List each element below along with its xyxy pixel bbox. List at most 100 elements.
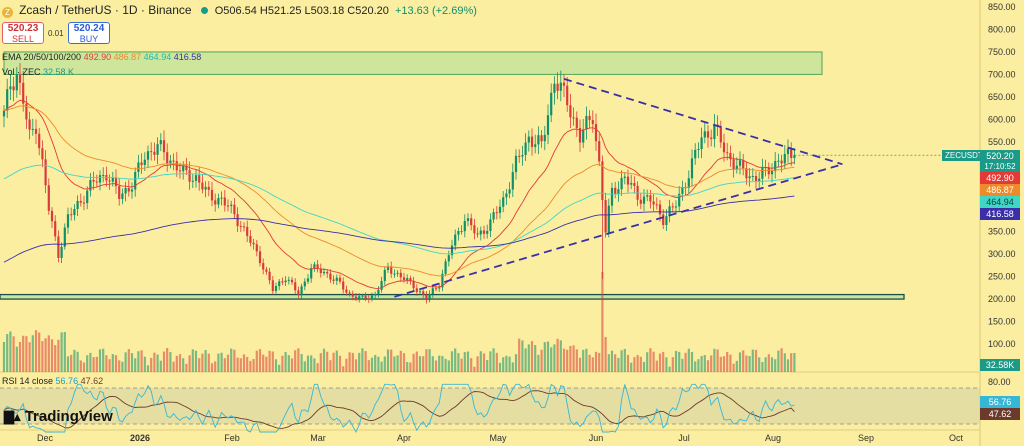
volume-bar: [582, 349, 585, 372]
candle-body: [166, 152, 169, 164]
candle-body: [153, 151, 156, 155]
candle-body: [18, 74, 22, 83]
volume-bar: [31, 335, 34, 372]
volume-bar: [399, 350, 402, 372]
volume-bar: [726, 351, 729, 372]
candle-body: [255, 244, 258, 252]
volume-bar: [767, 354, 770, 372]
volume-bar: [630, 362, 633, 372]
sell-button[interactable]: 520.23 SELL: [2, 22, 44, 44]
y-tick-label: 200.00: [988, 294, 1016, 304]
volume-bar: [198, 358, 201, 372]
volume-bar: [255, 350, 258, 372]
volume-bar: [118, 360, 121, 372]
candle-body: [553, 83, 556, 93]
volume-bar: [687, 348, 690, 372]
candle-body: [252, 242, 255, 245]
candle-body: [175, 161, 178, 171]
volume-bar: [642, 361, 646, 372]
candle-body: [201, 182, 204, 190]
candle-body: [370, 295, 374, 300]
volume-bar: [28, 342, 31, 372]
ema-legend[interactable]: EMA 20/50/100/200 492.90 486.87 464.94 4…: [2, 52, 202, 62]
candle-body: [79, 200, 82, 203]
candle-body: [793, 155, 796, 158]
volume-bar: [76, 351, 79, 372]
candle-body: [623, 176, 626, 178]
candle-body: [143, 159, 146, 165]
candle-body: [332, 279, 335, 281]
rsi-tick-label: 80.00: [988, 377, 1011, 387]
volume-bar: [697, 359, 700, 372]
candle-body: [444, 261, 447, 274]
x-tick-label: May: [489, 433, 507, 443]
volume-bar: [591, 357, 594, 372]
candle-body: [393, 273, 396, 275]
volume-bar: [265, 356, 268, 372]
volume-bar: [441, 355, 444, 372]
candle-body: [582, 129, 585, 143]
y-tick-label: 300.00: [988, 249, 1016, 259]
volume-bar: [15, 346, 18, 372]
volume-bar: [594, 351, 598, 372]
volume-bar: [543, 342, 546, 372]
volume-bar: [790, 353, 793, 372]
candle-body: [447, 255, 450, 262]
tradingview-logo[interactable]: ▇▴ TradingView: [4, 408, 113, 425]
candle-body: [22, 82, 25, 104]
candle-body: [9, 86, 12, 90]
change-value: +13.63 (+2.69%): [394, 5, 477, 17]
tradingview-logo-icon: ▇▴: [4, 409, 21, 424]
candle-body: [44, 159, 47, 186]
rsi-legend[interactable]: RSI 14 close 56.76 47.62: [2, 376, 104, 386]
volume-bar: [159, 360, 162, 372]
candle-body: [358, 296, 361, 300]
candle-body: [86, 190, 89, 204]
candle-body: [454, 234, 457, 246]
candle-body: [770, 171, 774, 175]
candle-body: [719, 126, 722, 143]
volume-bar: [207, 353, 210, 372]
candle-body: [278, 281, 281, 287]
x-tick-label: Jul: [678, 433, 690, 443]
volume-bar: [598, 352, 601, 372]
y-tick-label: 150.00: [988, 317, 1016, 327]
candle-body: [194, 175, 198, 181]
volume-bar: [326, 351, 329, 372]
volume-bar: [262, 354, 265, 372]
volume-bar: [476, 356, 479, 372]
volume-bar: [322, 348, 326, 372]
candle-body: [367, 298, 370, 300]
candle-body: [566, 85, 569, 106]
candle-body: [694, 149, 697, 159]
volume-bar: [137, 351, 140, 372]
volume-bar: [191, 349, 194, 372]
candle-body: [626, 176, 630, 185]
candle-body: [591, 120, 594, 125]
volume-legend[interactable]: Vol · ZEC 32.58 K: [2, 67, 75, 77]
volume-bar: [412, 353, 415, 372]
volume-bar: [566, 349, 569, 372]
symbol-price-tag: ZECUSDT: [942, 150, 986, 161]
candle-body: [633, 183, 636, 186]
volume-bar: [732, 363, 735, 372]
candle-body: [777, 160, 780, 162]
volume-bar: [652, 351, 655, 372]
candle-body: [786, 148, 790, 155]
volume-bar: [287, 355, 290, 372]
candle-body: [172, 160, 175, 162]
buy-button[interactable]: 520.24 BUY: [68, 22, 110, 44]
candle-body: [774, 161, 777, 172]
symbol-title[interactable]: Zcash / TetherUS · 1D · Binance: [19, 3, 192, 17]
volume-bar: [473, 366, 476, 372]
candle-body: [258, 251, 262, 264]
candle-body: [6, 89, 9, 111]
volume-bar: [121, 361, 124, 372]
volume-bar: [386, 349, 390, 372]
candle-body: [390, 266, 393, 274]
candle-body: [50, 210, 54, 222]
volume-bar: [655, 360, 658, 372]
y-tick-label: 550.00: [988, 137, 1016, 147]
